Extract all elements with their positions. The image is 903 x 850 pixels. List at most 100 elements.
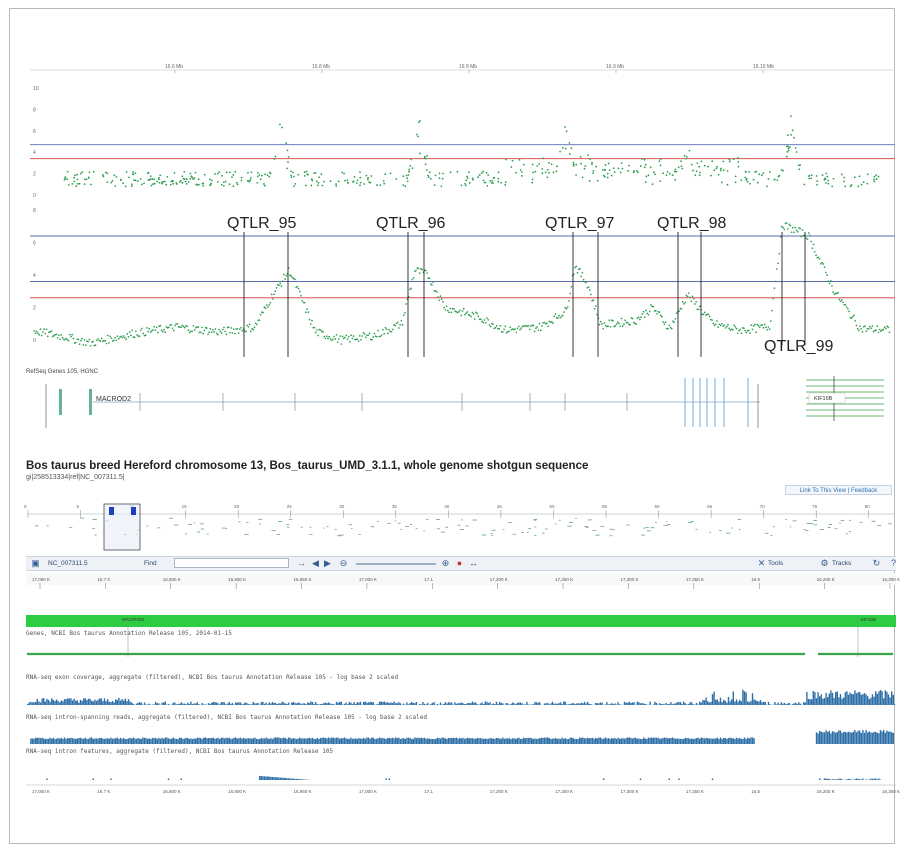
exon-coverage-bar <box>759 700 762 705</box>
exon-coverage-bar <box>420 704 422 705</box>
top-point <box>268 171 271 174</box>
exon-coverage-bar <box>419 703 421 705</box>
intron-spanning-bar <box>335 737 338 744</box>
pan-left-icon[interactable]: ◀ <box>312 558 319 568</box>
intron-spanning-bar <box>699 738 701 744</box>
link-to-view-button[interactable]: Link To This View | Feedback <box>785 485 892 495</box>
bottom-point <box>357 340 360 343</box>
intron-spanning-bar <box>339 738 341 744</box>
intron-spanning-bar <box>654 737 656 744</box>
intron-features-bar <box>846 779 848 780</box>
bottom-point <box>491 322 493 325</box>
zoom-slider[interactable] <box>356 563 436 565</box>
top-point <box>603 175 606 178</box>
exon-coverage-bar <box>396 703 398 705</box>
top-point <box>471 177 474 180</box>
exon-coverage-bar <box>307 702 309 705</box>
top-point <box>665 174 668 177</box>
bottom-point <box>256 323 258 326</box>
exon-coverage-bar <box>158 703 160 705</box>
bottom-point <box>645 309 647 312</box>
bottom-point <box>878 328 881 331</box>
top-x-axis: 16.6 Mb 16.8 Mb 16.9 Mb 16.9 Mb 16.10 Mb <box>30 64 895 73</box>
top-point <box>827 179 830 182</box>
zoom-in-icon[interactable]: ⊕ <box>441 558 450 568</box>
sequence-select[interactable]: NC_007311.5 <box>48 560 88 567</box>
exon-coverage-bar <box>209 703 211 705</box>
settings-icon[interactable]: ⚙ <box>820 558 829 568</box>
top-point <box>259 178 262 181</box>
go-arrow-icon[interactable]: → <box>297 558 306 568</box>
intron-spanning-bar <box>681 738 683 744</box>
bottom-point <box>477 315 480 318</box>
bottom-point <box>656 312 658 315</box>
intron-spanning-bar <box>606 738 608 744</box>
exon-coverage-bar <box>748 702 750 705</box>
top-point <box>857 185 860 188</box>
bottom-point <box>396 321 399 324</box>
folder-icon[interactable]: ▣ <box>31 558 40 568</box>
help-icon[interactable]: ? <box>890 558 896 568</box>
tools-menu[interactable]: Tools <box>768 560 784 567</box>
overview-selection-left-handle[interactable] <box>109 507 114 515</box>
intron-spanning-bar <box>825 730 827 744</box>
bottom-point <box>502 331 504 333</box>
exon-coverage-bar <box>412 702 414 705</box>
exon-coverage-bar <box>265 702 267 705</box>
bottom-point <box>119 336 121 338</box>
bottom-point <box>186 325 189 328</box>
intron-spanning-bar <box>86 738 88 744</box>
fit-icon[interactable]: ↔ <box>469 558 478 568</box>
intron-spanning-bar <box>33 738 35 744</box>
overview-selection-right-handle[interactable] <box>131 507 136 515</box>
top-point <box>71 183 74 185</box>
top-point <box>561 147 564 149</box>
intron-spanning-bar <box>70 737 72 744</box>
exon-coverage-bar <box>403 703 405 705</box>
exon-coverage-bar <box>580 702 582 705</box>
bottom-point <box>694 303 696 305</box>
top-point <box>429 177 432 180</box>
bottom-y-tick-label: 8 <box>33 208 36 214</box>
bottom-point <box>859 325 861 328</box>
top-point <box>555 170 558 173</box>
exon-coverage-bar <box>595 702 597 705</box>
exon-coverage-bar <box>590 703 592 705</box>
zoom-out-icon[interactable]: ⊖ <box>339 558 348 568</box>
intron-spanning-bar <box>108 738 110 744</box>
intron-spanning-bar <box>252 738 254 744</box>
bottom-point <box>559 316 562 319</box>
bottom-point <box>739 328 742 331</box>
bottom-point <box>297 287 300 290</box>
intron-spanning-bar <box>361 738 363 744</box>
exon-coverage-bar <box>731 699 733 705</box>
exon-coverage-bar <box>119 700 122 705</box>
tools-icon[interactable]: ✕ <box>757 558 766 568</box>
top-point <box>816 180 819 183</box>
bottom-point <box>431 284 433 286</box>
exon-coverage-bar <box>633 702 635 705</box>
bottom-point <box>478 318 481 321</box>
bottom-point <box>526 325 529 327</box>
top-point <box>260 174 263 177</box>
top-point <box>580 162 582 165</box>
top-point <box>793 136 795 139</box>
top-point <box>73 176 75 179</box>
refresh-icon[interactable]: ↻ <box>872 558 881 568</box>
exon-coverage-bar <box>203 704 205 705</box>
bottom-point <box>105 342 108 345</box>
top-point <box>87 177 90 179</box>
exon-coverage-bar <box>887 694 890 705</box>
pan-right-icon[interactable]: ▶ <box>324 558 331 568</box>
intron-spanning-bar <box>475 738 477 744</box>
exon-coverage-bar <box>326 703 328 705</box>
marker-icon[interactable]: ● <box>456 558 463 568</box>
top-point <box>352 181 354 183</box>
bottom-point <box>546 322 548 325</box>
tracks-menu[interactable]: Tracks <box>832 560 852 567</box>
region-input[interactable] <box>174 558 289 568</box>
bottom-point <box>884 327 887 330</box>
exon-coverage-bar <box>468 703 470 705</box>
bottom-point <box>291 276 294 279</box>
exon-coverage-bar <box>513 703 515 705</box>
